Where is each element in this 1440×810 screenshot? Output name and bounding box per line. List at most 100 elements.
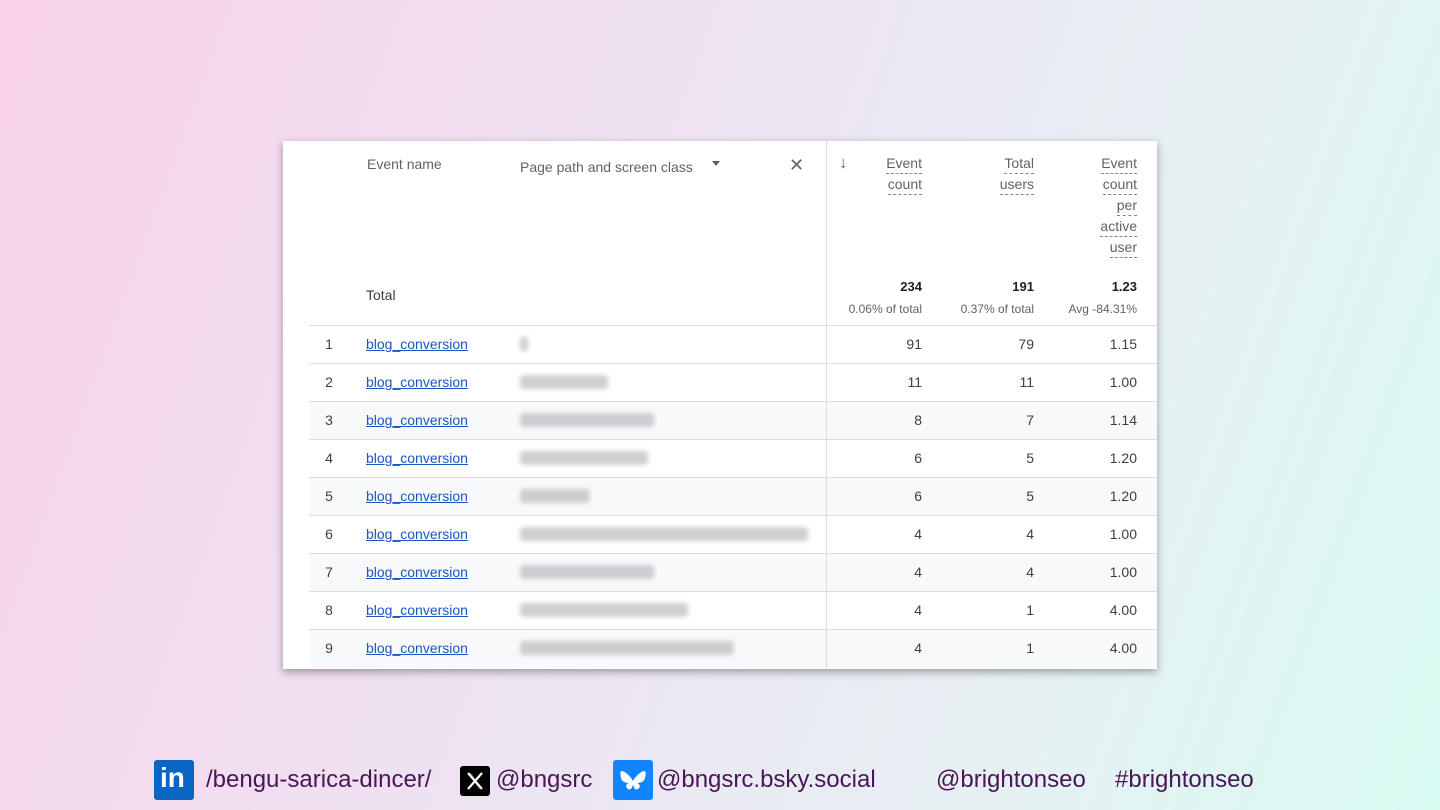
row-divider: [826, 402, 827, 439]
per-user-cell: 1.00: [1109, 374, 1137, 390]
table-row: 1 blog_conversion 91 79 1.15: [309, 325, 1157, 363]
redacted-page-path: [520, 641, 734, 655]
row-index: 1: [325, 336, 333, 352]
dimension-selector[interactable]: Page path and screen class: [520, 159, 693, 175]
row-index: 6: [325, 526, 333, 542]
header-word: active: [1100, 217, 1137, 237]
per-user-cell: 1.14: [1109, 412, 1137, 428]
table-row: 2 blog_conversion 11 11 1.00: [309, 363, 1157, 401]
event-count-header[interactable]: Event count: [843, 153, 922, 195]
x-handle: @bngsrc: [496, 766, 593, 793]
row-index: 5: [325, 488, 333, 504]
redacted-page-path: [520, 603, 688, 617]
total-users-header[interactable]: Total users: [953, 153, 1034, 195]
row-index: 3: [325, 412, 333, 428]
redacted-page-path: [520, 413, 654, 427]
total-users-share: 0.37% of total: [960, 302, 1034, 316]
row-index: 4: [325, 450, 333, 466]
event-link[interactable]: blog_conversion: [366, 488, 468, 504]
table-row: 7 blog_conversion 4 4 1.00: [309, 553, 1157, 591]
total-users-value: 191: [1012, 279, 1034, 294]
event-count-cell: 4: [914, 564, 922, 580]
header-word: users: [999, 175, 1034, 195]
table-row: 5 blog_conversion 6 5 1.20: [309, 477, 1157, 515]
bluesky-icon: [613, 760, 653, 800]
event-link[interactable]: blog_conversion: [366, 640, 468, 656]
table-row: 3 blog_conversion 8 7 1.14: [309, 401, 1157, 439]
caret-down-icon[interactable]: [712, 161, 720, 166]
row-divider: [826, 592, 827, 629]
header-word: count: [1102, 175, 1137, 195]
event-count-cell: 6: [914, 488, 922, 504]
redacted-page-path: [520, 337, 528, 351]
users-cell: 4: [1026, 526, 1034, 542]
row-index: 8: [325, 602, 333, 618]
total-label: Total: [366, 287, 396, 303]
table-body: 1 blog_conversion 91 79 1.15 2 blog_conv…: [309, 325, 1157, 667]
row-divider: [826, 440, 827, 477]
users-cell: 1: [1026, 640, 1034, 656]
row-divider: [826, 478, 827, 515]
table-row: 9 blog_conversion 4 1 4.00: [309, 629, 1157, 667]
event-link[interactable]: blog_conversion: [366, 526, 468, 542]
users-cell: 4: [1026, 564, 1034, 580]
event-name-header[interactable]: Event name: [367, 156, 442, 172]
social-footer: in /bengu-sarica-dincer/ @bngsrc @bngsrc…: [0, 760, 1440, 802]
row-index: 9: [325, 640, 333, 656]
table-row: 8 blog_conversion 4 1 4.00: [309, 591, 1157, 629]
per-user-cell: 1.20: [1109, 488, 1137, 504]
header-word: Event: [886, 154, 922, 174]
row-divider: [826, 364, 827, 401]
users-cell: 11: [1019, 374, 1034, 390]
redacted-page-path: [520, 489, 590, 503]
users-cell: 7: [1026, 412, 1034, 428]
per-user-cell: 4.00: [1109, 602, 1137, 618]
users-cell: 79: [1018, 336, 1034, 352]
arrow-down-icon[interactable]: ↓: [839, 153, 848, 172]
event-count-cell: 4: [914, 640, 922, 656]
x-icon: [460, 766, 490, 796]
event-count-cell: 8: [914, 412, 922, 428]
header-word: user: [1109, 238, 1137, 258]
event-link[interactable]: blog_conversion: [366, 374, 468, 390]
total-event-count-share: 0.06% of total: [848, 302, 922, 316]
event-link[interactable]: blog_conversion: [366, 450, 468, 466]
redacted-page-path: [520, 565, 654, 579]
event-link[interactable]: blog_conversion: [366, 602, 468, 618]
per-user-cell: 1.15: [1109, 336, 1137, 352]
event-link[interactable]: blog_conversion: [366, 412, 468, 428]
event-link[interactable]: blog_conversion: [366, 336, 468, 352]
per-user-cell: 1.00: [1109, 526, 1137, 542]
header-word: per: [1116, 196, 1137, 216]
row-divider: [826, 326, 827, 363]
event-count-cell: 4: [914, 526, 922, 542]
close-icon[interactable]: ✕: [789, 155, 805, 175]
report-table-card: Event name Page path and screen class ✕ …: [283, 141, 1157, 669]
per-user-cell: 1.00: [1109, 564, 1137, 580]
brightonseo-handle: @brightonseo: [936, 766, 1086, 793]
linkedin-icon: in: [154, 760, 194, 800]
event-count-cell: 6: [914, 450, 922, 466]
total-event-count: 234: [900, 279, 922, 294]
header-word: Total: [1004, 154, 1034, 174]
header-word: count: [887, 175, 922, 195]
event-link[interactable]: blog_conversion: [366, 564, 468, 580]
bluesky-handle: @bngsrc.bsky.social: [657, 766, 876, 793]
redacted-page-path: [520, 451, 648, 465]
per-user-cell: 4.00: [1109, 640, 1137, 656]
total-per-user-value: 1.23: [1111, 279, 1137, 294]
redacted-page-path: [520, 527, 808, 541]
event-count-cell: 91: [906, 336, 922, 352]
row-divider: [826, 554, 827, 591]
per-user-cell: 1.20: [1109, 450, 1137, 466]
row-index: 7: [325, 564, 333, 580]
event-count-per-user-header[interactable]: Event count per active user: [1053, 153, 1137, 258]
table-row: 4 blog_conversion 6 5 1.20: [309, 439, 1157, 477]
users-cell: 5: [1026, 488, 1034, 504]
users-cell: 1: [1026, 602, 1034, 618]
total-per-user-avg: Avg -84.31%: [1068, 302, 1138, 316]
table-row: 6 blog_conversion 4 4 1.00: [309, 515, 1157, 553]
users-cell: 5: [1026, 450, 1034, 466]
row-index: 2: [325, 374, 333, 390]
row-divider: [826, 630, 827, 667]
